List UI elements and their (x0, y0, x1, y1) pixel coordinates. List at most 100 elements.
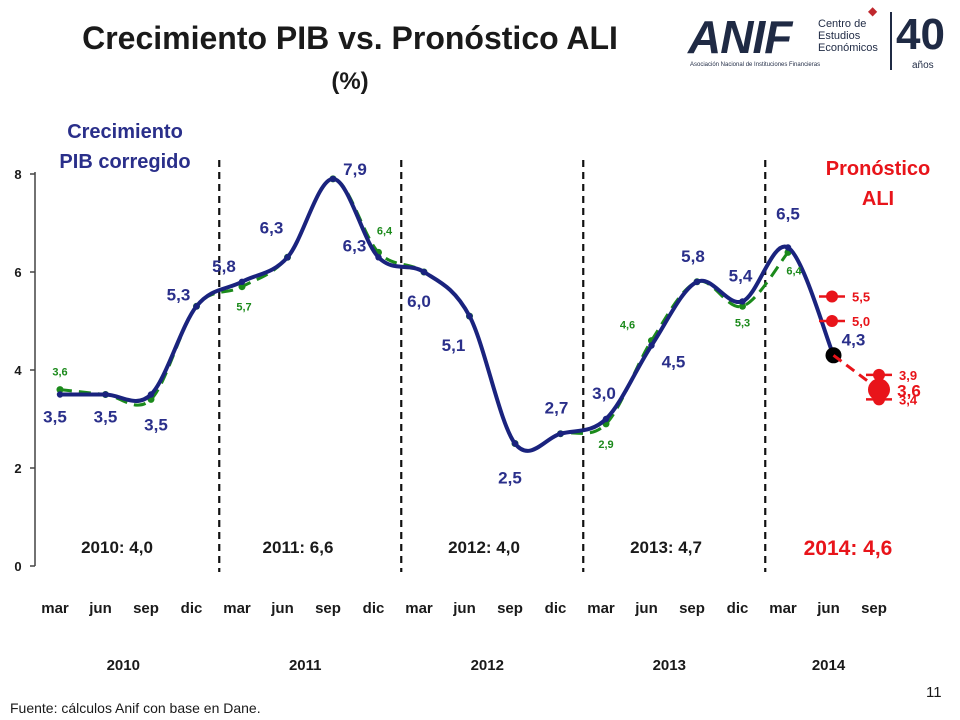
corrected-data-label: 7,9 (343, 160, 367, 179)
forecast-annotation: Pronóstico (826, 158, 930, 180)
x-month-label: dic (727, 600, 749, 617)
x-month-label: dic (545, 600, 567, 617)
logo-center-line: Centro de (818, 18, 867, 30)
corrected-series-point (648, 342, 655, 349)
x-month-label: jun (816, 600, 840, 617)
corrected-data-label: 3,5 (43, 408, 67, 427)
original-series-layer (56, 175, 792, 453)
annual-growth-label: 2011: 6,6 (263, 538, 334, 557)
forecast-annotation: ALI (862, 188, 894, 210)
corrected-series-point (193, 303, 200, 310)
original-data-label: 2,9 (598, 439, 613, 451)
corrected-data-label: 5,1 (442, 336, 466, 355)
forecast-range-label: 5,5 (852, 290, 870, 305)
corrected-series-point (102, 391, 109, 398)
corrected-series-annotation: Crecimiento (67, 121, 183, 143)
x-month-label: mar (587, 600, 615, 617)
corrected-data-label: 6,5 (776, 205, 800, 224)
x-month-label: jun (452, 600, 476, 617)
original-data-label: 3,6 (52, 367, 67, 379)
corrected-data-label: 2,5 (498, 469, 522, 488)
forecast-range-point (873, 393, 885, 406)
corrected-data-label: 2,7 (545, 399, 569, 418)
corrected-data-label: 3,0 (592, 384, 616, 403)
x-year-label: 2012 (471, 657, 504, 674)
original-series-point (56, 386, 64, 394)
original-data-label: 6,4 (786, 265, 802, 277)
x-month-label: sep (315, 600, 341, 617)
x-month-label: sep (861, 600, 887, 617)
corrected-series-point (56, 391, 64, 398)
original-series-point (739, 302, 746, 310)
logo-anniversary: 40 (896, 10, 945, 59)
forecast-range-point (873, 368, 885, 381)
forecast-range-point (826, 315, 838, 327)
original-data-label: 5,3 (735, 317, 750, 329)
corrected-series-point (284, 254, 291, 261)
x-month-label: mar (769, 600, 797, 617)
corrected-data-label: 4,3 (842, 330, 866, 349)
x-month-label: jun (634, 600, 658, 617)
annual-growth-label: 2013: 4,7 (630, 538, 702, 557)
chart-axes: 0 2 4 6 8 (14, 167, 36, 574)
page-number: 11 (926, 684, 942, 701)
data-labels-layer: 3,5 3,5 3,5 5,3 5,8 6,3 7,9 6,3 6,0 5,1 2,5 2,7 3,0 4… (43, 160, 865, 488)
x-year-label: 2013 (653, 657, 686, 674)
corrected-series-point (511, 440, 519, 447)
forecast-range-label: 5,0 (852, 314, 870, 329)
logo-divider (890, 12, 892, 70)
corrected-data-label: 5,8 (212, 257, 236, 276)
forecast-connector-line (832, 354, 880, 391)
annual-growth-label: 2010: 4,0 (81, 538, 153, 557)
year-dividers (218, 160, 767, 572)
x-month-label: sep (679, 600, 705, 617)
forecast-range-point (826, 290, 838, 303)
logo-brand: ANIF (688, 11, 792, 63)
corrected-data-label: 5,4 (729, 266, 753, 285)
corrected-data-label: 6,3 (260, 218, 284, 237)
chart-title: Crecimiento PIB vs. Pronóstico ALI (82, 20, 618, 56)
corrected-data-label: 6,3 (343, 236, 367, 255)
logo-accent-icon: ◆ (868, 4, 878, 18)
original-data-label: 4,6 (620, 320, 635, 332)
x-year-label: 2014 (812, 657, 846, 674)
y-tick-label: 4 (14, 363, 22, 378)
chart-subtitle: (%) (331, 68, 369, 95)
logo-center-name: Centro de Estudios Económicos (818, 18, 878, 54)
corrected-data-label: 5,3 (167, 285, 191, 304)
logo-tagline: Asociación Nacional de Instituciones Fin… (690, 62, 821, 68)
x-month-label: mar (405, 600, 433, 617)
logo-anniversary-unit: años (912, 60, 934, 71)
corrected-series-point (602, 415, 610, 423)
original-series-point (238, 283, 246, 291)
y-tick-label: 8 (14, 167, 21, 182)
corrected-series-point (466, 312, 473, 320)
x-month-label: jun (270, 600, 294, 617)
annual-growth-label: 2012: 4,0 (448, 538, 520, 557)
forecast-layer: 3,6 5,5 5,0 3,9 3,4 (819, 290, 921, 407)
corrected-series-point (238, 278, 246, 285)
x-month-label: jun (88, 600, 112, 617)
corrected-data-label: 5,8 (681, 247, 705, 266)
x-year-label: 2011 (289, 657, 322, 674)
corrected-series-point (739, 298, 746, 305)
original-series-line (59, 177, 790, 453)
x-month-label: mar (223, 600, 251, 617)
corrected-series-point (784, 244, 792, 251)
corrected-series-layer (56, 175, 842, 453)
x-year-label: 2010 (107, 657, 140, 674)
x-month-label: sep (497, 600, 523, 617)
corrected-series-point (375, 254, 382, 261)
corrected-data-label: 6,0 (407, 292, 431, 311)
corrected-series-point (147, 391, 155, 398)
x-month-label: dic (363, 600, 385, 617)
corrected-series-point (693, 278, 701, 285)
corrected-series-point (557, 430, 564, 437)
original-data-label: 5,7 (236, 302, 251, 314)
corrected-series-annotation: PIB corregido (59, 151, 190, 173)
forecast-range-label: 3,4 (899, 392, 918, 407)
corrected-data-label: 4,5 (662, 353, 686, 372)
logo-center-line: Estudios (818, 30, 861, 42)
y-tick-label: 2 (14, 461, 21, 476)
